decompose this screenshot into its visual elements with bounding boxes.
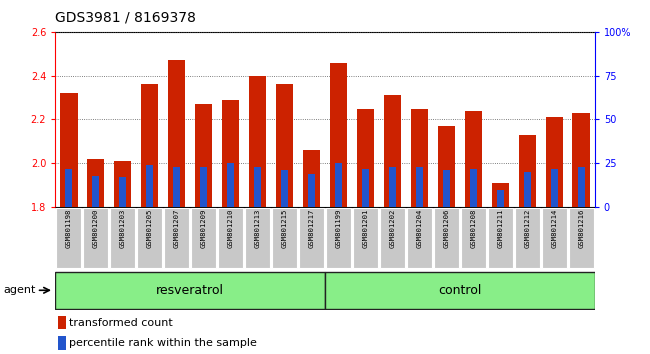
Text: resveratrol: resveratrol [156, 284, 224, 297]
FancyBboxPatch shape [299, 208, 324, 268]
Text: GSM801217: GSM801217 [309, 209, 315, 248]
Bar [66, 169, 72, 207]
Bar [114, 161, 131, 207]
Bar [120, 177, 126, 207]
Bar [55, 272, 325, 309]
Bar [87, 159, 105, 207]
Text: control: control [438, 284, 482, 297]
Bar [227, 163, 234, 207]
FancyBboxPatch shape [326, 208, 351, 268]
Bar [200, 167, 207, 207]
Bar [58, 316, 66, 329]
Text: GSM801204: GSM801204 [417, 209, 423, 248]
Bar [146, 165, 153, 207]
Text: GSM801211: GSM801211 [497, 209, 503, 248]
Text: transformed count: transformed count [69, 318, 172, 327]
Bar [491, 183, 509, 207]
Text: GSM801200: GSM801200 [93, 209, 99, 248]
Text: GSM801214: GSM801214 [551, 209, 557, 248]
Text: GSM801201: GSM801201 [363, 209, 369, 248]
Text: GSM801208: GSM801208 [471, 209, 476, 248]
Bar [465, 111, 482, 207]
Text: GSM801198: GSM801198 [66, 209, 72, 248]
Bar [92, 176, 99, 207]
Text: GSM801206: GSM801206 [443, 209, 449, 248]
FancyBboxPatch shape [488, 208, 513, 268]
Bar [60, 93, 77, 207]
Text: GSM801215: GSM801215 [281, 209, 287, 248]
Bar [308, 174, 315, 207]
FancyBboxPatch shape [407, 208, 432, 268]
Bar [174, 167, 180, 207]
Text: agent: agent [3, 285, 36, 295]
Bar [303, 150, 320, 207]
Bar [411, 109, 428, 207]
Bar [276, 85, 293, 207]
Bar [254, 167, 261, 207]
FancyBboxPatch shape [111, 208, 135, 268]
Bar [357, 109, 374, 207]
FancyBboxPatch shape [380, 208, 405, 268]
Bar [443, 170, 450, 207]
Bar [389, 167, 396, 207]
Bar [330, 63, 347, 207]
FancyBboxPatch shape [164, 208, 189, 268]
FancyBboxPatch shape [191, 208, 216, 268]
Bar [222, 100, 239, 207]
Text: GSM801203: GSM801203 [120, 209, 125, 248]
FancyBboxPatch shape [461, 208, 486, 268]
Bar [168, 60, 185, 207]
Bar [573, 113, 590, 207]
Bar [437, 126, 455, 207]
FancyBboxPatch shape [353, 208, 378, 268]
Bar [335, 163, 342, 207]
Bar [249, 76, 266, 207]
Bar [497, 190, 504, 207]
Text: GSM801205: GSM801205 [147, 209, 153, 248]
FancyBboxPatch shape [569, 208, 593, 268]
Bar [195, 104, 213, 207]
FancyBboxPatch shape [245, 208, 270, 268]
Text: percentile rank within the sample: percentile rank within the sample [69, 338, 257, 348]
FancyBboxPatch shape [515, 208, 540, 268]
Bar [58, 336, 66, 350]
Text: GSM801210: GSM801210 [227, 209, 233, 248]
FancyBboxPatch shape [542, 208, 567, 268]
Text: GSM801213: GSM801213 [255, 209, 261, 248]
Bar [470, 169, 476, 207]
Bar [325, 272, 595, 309]
FancyBboxPatch shape [272, 208, 297, 268]
Bar [524, 172, 530, 207]
Text: GSM801199: GSM801199 [335, 209, 341, 248]
Text: GSM801202: GSM801202 [389, 209, 395, 248]
FancyBboxPatch shape [57, 208, 81, 268]
Bar [551, 169, 558, 207]
FancyBboxPatch shape [137, 208, 162, 268]
Bar [141, 85, 159, 207]
Text: GSM801207: GSM801207 [174, 209, 179, 248]
Bar [519, 135, 536, 207]
Text: GSM801209: GSM801209 [201, 209, 207, 248]
FancyBboxPatch shape [83, 208, 108, 268]
Bar [578, 167, 584, 207]
Bar [416, 167, 422, 207]
Bar [545, 117, 563, 207]
Text: GDS3981 / 8169378: GDS3981 / 8169378 [55, 11, 196, 25]
Bar [362, 169, 369, 207]
Text: GSM801212: GSM801212 [525, 209, 530, 248]
Bar [384, 95, 401, 207]
Bar [281, 170, 288, 207]
FancyBboxPatch shape [218, 208, 243, 268]
FancyBboxPatch shape [434, 208, 459, 268]
Text: GSM801216: GSM801216 [578, 209, 584, 248]
